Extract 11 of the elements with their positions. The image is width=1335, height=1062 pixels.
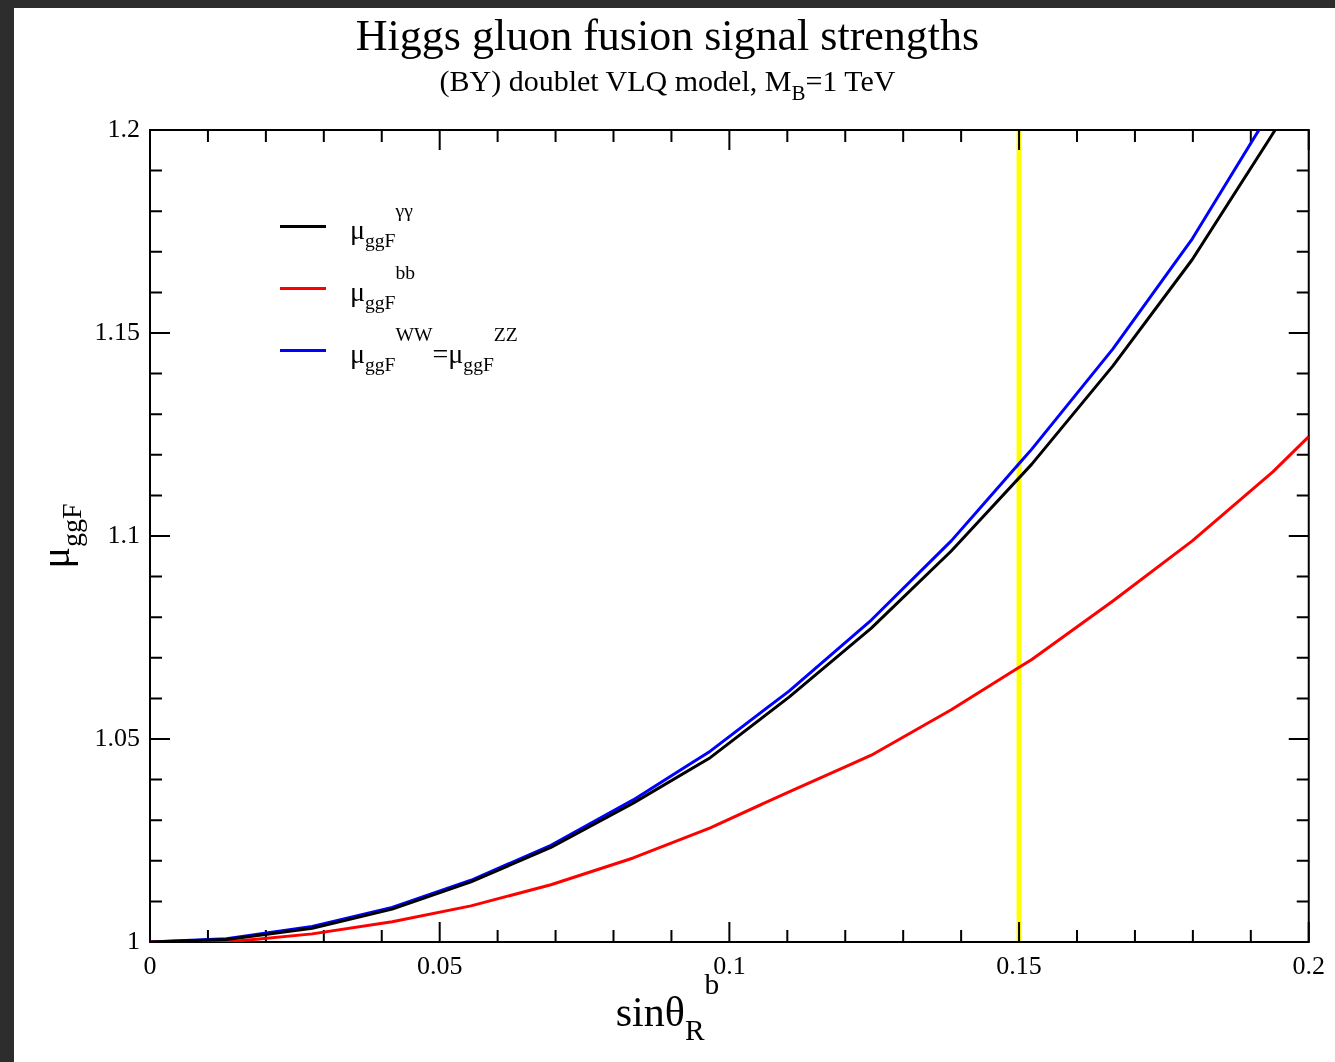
chart-title: Higgs gluon fusion signal strengths [354, 10, 981, 61]
y-tick-label: 1.2 [107, 113, 140, 143]
y-tick-label: 1.15 [94, 316, 140, 346]
x-tick-label: 0.2 [1292, 951, 1325, 981]
x-tick-label: 0.05 [416, 951, 463, 981]
y-tick-label: 1.1 [107, 519, 140, 549]
y-tick-label: 1 [127, 925, 140, 955]
chart-subtitle: (BY) doublet VLQ model, M$_{B}$=1 TeV [438, 64, 897, 107]
y-tick-label: 1.05 [94, 722, 140, 752]
x-tick-label: 0 [143, 951, 157, 981]
x-tick-label: 0.15 [996, 951, 1042, 981]
